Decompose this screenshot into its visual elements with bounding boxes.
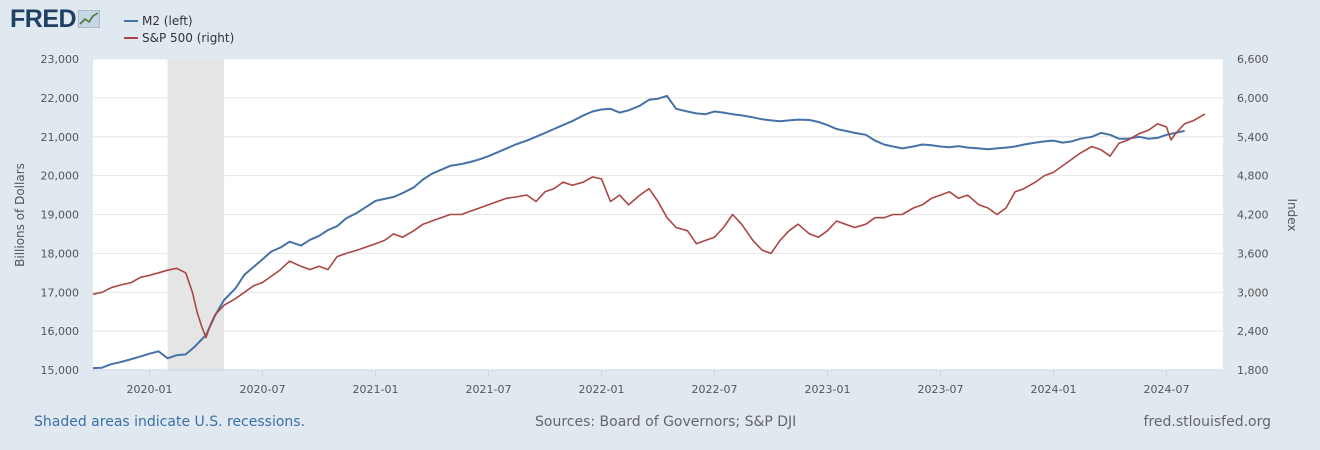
right-tick-label: 6,600 (1237, 53, 1269, 66)
series-line-sp500[interactable] (92, 113, 1206, 339)
left-tick-label: 23,000 (41, 53, 80, 66)
left-tick-label: 22,000 (41, 92, 80, 105)
legend-label-sp500: S&P 500 (right) (142, 30, 235, 45)
legend-swatch-m2 (124, 19, 138, 22)
left-tick-label: 19,000 (41, 209, 80, 222)
x-tick-label: 2021-07 (466, 383, 512, 396)
x-tick-label: 2024-01 (1031, 383, 1077, 396)
right-tick-label: 2,400 (1237, 325, 1269, 338)
left-tick-label: 18,000 (41, 247, 80, 260)
right-tick-label: 5,400 (1237, 131, 1269, 144)
right-tick-label: 4,200 (1237, 209, 1269, 222)
legend-item-sp500[interactable]: S&P 500 (right) (124, 29, 234, 46)
left-tick-label: 21,000 (41, 131, 80, 144)
fred-wordmark: FRED (10, 5, 77, 33)
right-axis-title: Index (1285, 198, 1299, 231)
line-chart[interactable]: 15,000 16,000 17,000 18,000 19,000 20,000 21,0… (0, 0, 1320, 410)
series-line-m2[interactable] (92, 94, 1185, 370)
right-tick-label: 4,800 (1237, 170, 1269, 183)
right-tick-label: 3,000 (1237, 286, 1269, 299)
right-tick-label: 3,600 (1237, 247, 1269, 260)
x-tick-label: 2023-07 (918, 383, 964, 396)
legend-label-m2: M2 (left) (142, 13, 193, 28)
left-tick-label: 15,000 (41, 364, 80, 377)
left-tick-label: 20,000 (41, 170, 80, 183)
site-link[interactable]: fred.stlouisfed.org (1143, 414, 1271, 430)
legend-item-m2[interactable]: M2 (left) (124, 12, 234, 29)
right-tick-label: 1,800 (1237, 364, 1269, 377)
legend-swatch-sp500 (124, 36, 138, 39)
x-tick-label: 2022-07 (692, 383, 738, 396)
x-tick-label: 2021-01 (353, 383, 399, 396)
x-tick-label: 2022-01 (579, 383, 625, 396)
left-tick-label: 16,000 (41, 325, 80, 338)
right-tick-label: 6,000 (1237, 92, 1269, 105)
x-tick-label: 2020-01 (127, 383, 173, 396)
left-axis-title: Billions of Dollars (13, 163, 27, 267)
sources-text: Sources: Board of Governors; S&P DJI (535, 414, 797, 430)
recession-note-link[interactable]: Shaded areas indicate U.S. recessions. (34, 414, 306, 430)
legend: M2 (left) S&P 500 (right) (124, 12, 234, 46)
fred-chart-logo-icon (78, 10, 101, 28)
x-tick-label: 2024-07 (1144, 383, 1190, 396)
left-tick-label: 17,000 (41, 286, 80, 299)
x-tick-label: 2020-07 (240, 383, 286, 396)
fred-logo[interactable]: FRED (10, 4, 101, 34)
x-tick-label: 2023-01 (805, 383, 851, 396)
